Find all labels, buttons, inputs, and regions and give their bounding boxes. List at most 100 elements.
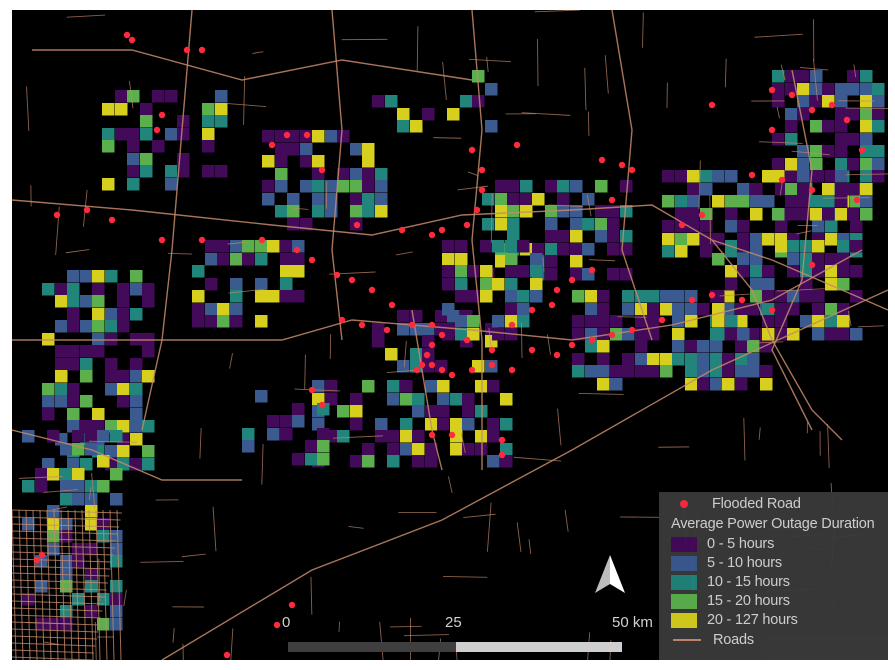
outage-cell <box>80 358 93 371</box>
outage-cell <box>812 303 825 316</box>
outage-cell <box>130 370 143 383</box>
flooded-road-point <box>588 266 596 274</box>
outage-cell <box>312 130 325 143</box>
outage-cell <box>837 315 850 328</box>
road <box>43 489 78 493</box>
outage-cell <box>662 220 675 233</box>
outage-cell <box>712 328 725 341</box>
outage-cell <box>437 380 450 393</box>
flooded-road-point <box>498 436 506 444</box>
outage-cell <box>475 443 488 456</box>
flooded-road-point <box>303 131 311 139</box>
legend-item-flooded-road: Flooded Road <box>667 495 801 513</box>
legend-label: Roads <box>713 632 754 648</box>
flooded-road-point <box>123 31 131 39</box>
outage-cell <box>92 420 105 433</box>
outage-cell <box>230 303 243 316</box>
road <box>12 199 888 311</box>
outage-cell <box>735 315 748 328</box>
outage-cell <box>467 315 480 328</box>
outage-cell <box>85 480 98 493</box>
outage-cell <box>102 140 115 153</box>
road <box>724 58 727 88</box>
flooded-road-point <box>448 431 456 439</box>
outage-cell <box>255 315 268 328</box>
outage-cell <box>287 193 300 206</box>
flooded-road-point <box>33 556 41 564</box>
outage-cell <box>67 320 80 333</box>
outage-cell <box>485 120 498 133</box>
flooded-road-point <box>53 211 61 219</box>
outage-cell <box>797 195 810 208</box>
outage-cell <box>142 345 155 358</box>
outage-cell <box>255 253 268 266</box>
outage-cell <box>532 193 545 206</box>
road <box>81 509 87 660</box>
outage-cell <box>362 380 375 393</box>
outage-cell <box>847 83 860 96</box>
outage-cell <box>142 295 155 308</box>
outage-cell <box>687 233 700 246</box>
outage-cell <box>635 365 648 378</box>
outage-cell <box>60 518 73 531</box>
outage-cell <box>85 493 98 506</box>
outage-cell <box>762 195 775 208</box>
road <box>847 310 852 327</box>
outage-cell <box>412 405 425 418</box>
outage-cell <box>130 270 143 283</box>
flooded-road-point <box>108 216 116 224</box>
outage-cell <box>517 290 530 303</box>
outage-cell <box>500 418 513 431</box>
outage-cell <box>350 393 363 406</box>
outage-cell <box>647 315 660 328</box>
outage-cell <box>287 130 300 143</box>
outage-cell <box>662 245 675 258</box>
outage-cell <box>292 265 305 278</box>
flooded-road-point <box>338 316 346 324</box>
road <box>12 572 110 577</box>
outage-cell <box>810 170 823 183</box>
outage-cell <box>255 278 268 291</box>
outage-cell <box>362 205 375 218</box>
outage-cell <box>110 605 123 618</box>
outage-cell <box>505 290 518 303</box>
outage-cell <box>545 230 558 243</box>
outage-cell <box>607 243 620 256</box>
outage-cell <box>215 115 228 128</box>
flooded-road-point <box>428 341 436 349</box>
outage-cell <box>685 365 698 378</box>
outage-cell <box>700 220 713 233</box>
road <box>12 614 102 619</box>
flooded-road-point <box>428 431 436 439</box>
outage-cell <box>262 193 275 206</box>
outage-cell <box>117 445 130 458</box>
map-canvas[interactable]: 0 25 50 km Flooded Road Average Power Ou… <box>12 10 888 660</box>
outage-cell <box>530 253 543 266</box>
outage-cell <box>810 120 823 133</box>
outage-cell <box>735 365 748 378</box>
road <box>19 476 63 479</box>
flooded-road-point <box>283 131 291 139</box>
road <box>12 558 113 563</box>
road <box>109 509 115 660</box>
outage-cell <box>142 333 155 346</box>
outage-grid-layer <box>22 70 885 631</box>
legend-item-class-3: 10 - 15 hours <box>667 573 790 591</box>
outage-cell <box>55 358 68 371</box>
road <box>12 249 863 341</box>
outage-cell <box>455 290 468 303</box>
outage-cell <box>835 95 848 108</box>
flooded-road-point <box>463 336 471 344</box>
road <box>181 553 206 558</box>
outage-cell <box>762 278 775 291</box>
outage-cell <box>797 158 810 171</box>
road <box>95 509 101 660</box>
outage-cell <box>500 393 513 406</box>
outage-cell <box>455 278 468 291</box>
flooded-road-point <box>183 46 191 54</box>
outage-cell <box>362 193 375 206</box>
outage-cell <box>685 353 698 366</box>
road <box>611 10 653 341</box>
road <box>243 76 246 125</box>
outage-cell <box>42 458 55 471</box>
